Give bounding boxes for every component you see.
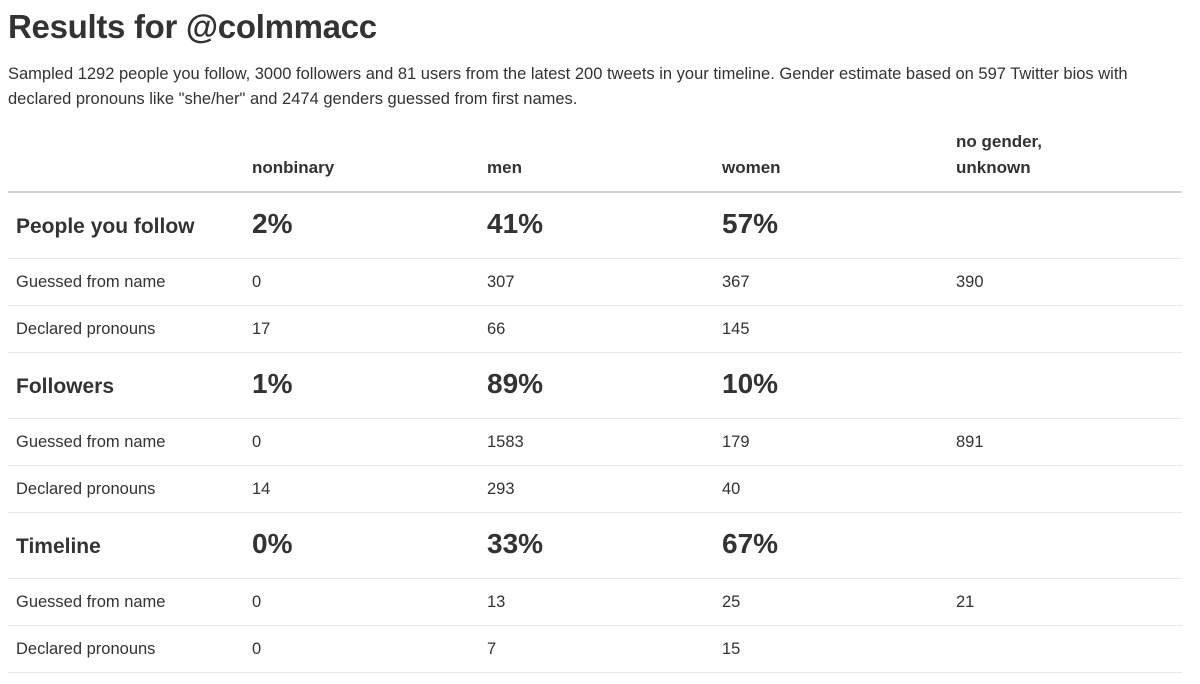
cell-women-pct: 57% [714,192,948,259]
cell-men: 13 [479,578,714,626]
cell-men: 293 [479,465,714,513]
cell-men-pct: 89% [479,352,714,419]
cell-men-pct: 41% [479,192,714,259]
table-header: nonbinary men women no gender, unknown [8,129,1182,193]
cell-no-gender: 891 [948,418,1182,466]
cell-men: 7 [479,625,714,673]
cell-nonbinary: 17 [244,305,479,353]
cell-no-gender-pct [948,192,1182,259]
detail-row-guessed-from-name: Guessed from name 0 13 25 21 [8,578,1182,626]
section-row-followers: Followers 1% 89% 10% [8,352,1182,419]
column-header-no-gender-line2: unknown [956,158,1031,177]
detail-row-guessed-from-name: Guessed from name 0 307 367 390 [8,258,1182,306]
cell-no-gender [948,465,1182,513]
cell-men-pct: 33% [479,512,714,579]
cell-nonbinary-pct: 0% [244,512,479,579]
cell-no-gender: 21 [948,578,1182,626]
column-header-nonbinary: nonbinary [244,129,479,193]
cell-no-gender-pct [948,512,1182,579]
cell-nonbinary: 0 [244,418,479,466]
cell-no-gender [948,625,1182,673]
cell-no-gender-pct [948,352,1182,419]
cell-women: 25 [714,578,948,626]
cell-women: 40 [714,465,948,513]
cell-no-gender [948,305,1182,353]
column-header-no-gender-line1: no gender, [956,132,1042,151]
detail-label: Guessed from name [8,418,244,466]
gender-results-table: nonbinary men women no gender, unknown P… [8,129,1182,673]
section-label: Followers [8,352,244,419]
detail-label: Guessed from name [8,578,244,626]
cell-women: 367 [714,258,948,306]
cell-men: 307 [479,258,714,306]
detail-label: Guessed from name [8,258,244,306]
cell-men: 66 [479,305,714,353]
section-label: Timeline [8,512,244,579]
section-row-people-you-follow: People you follow 2% 41% 57% [8,192,1182,259]
detail-label: Declared pronouns [8,625,244,673]
cell-nonbinary-pct: 1% [244,352,479,419]
section-label: People you follow [8,192,244,259]
cell-nonbinary: 0 [244,625,479,673]
column-header-women: women [714,129,948,193]
detail-row-declared-pronouns: Declared pronouns 14 293 40 [8,465,1182,513]
column-header-no-gender-unknown: no gender, unknown [948,129,1182,193]
section-row-timeline: Timeline 0% 33% 67% [8,512,1182,579]
detail-row-declared-pronouns: Declared pronouns 0 7 15 [8,625,1182,673]
detail-row-declared-pronouns: Declared pronouns 17 66 145 [8,305,1182,353]
detail-label: Declared pronouns [8,465,244,513]
header-row: nonbinary men women no gender, unknown [8,129,1182,193]
column-header-men: men [479,129,714,193]
page-description: Sampled 1292 people you follow, 3000 fol… [8,65,1128,108]
cell-nonbinary: 0 [244,258,479,306]
cell-nonbinary-pct: 2% [244,192,479,259]
cell-no-gender: 390 [948,258,1182,306]
cell-women: 179 [714,418,948,466]
cell-men: 1583 [479,418,714,466]
cell-nonbinary: 14 [244,465,479,513]
cell-women: 145 [714,305,948,353]
page-title: Results for @colmmacc [8,8,377,45]
cell-nonbinary: 0 [244,578,479,626]
cell-women-pct: 67% [714,512,948,579]
cell-women: 15 [714,625,948,673]
cell-women-pct: 10% [714,352,948,419]
detail-row-guessed-from-name: Guessed from name 0 1583 179 891 [8,418,1182,466]
table-body: People you follow 2% 41% 57% Guessed fro… [8,192,1182,673]
detail-label: Declared pronouns [8,305,244,353]
column-header-blank [8,129,244,193]
